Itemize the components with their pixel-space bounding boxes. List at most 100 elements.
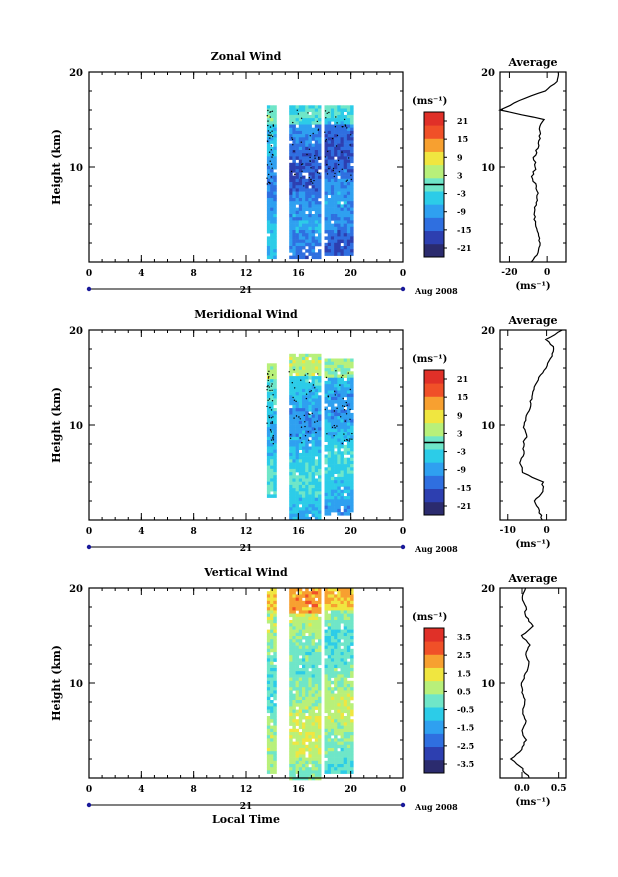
heatmap-cell bbox=[346, 406, 351, 410]
heatmap-cell bbox=[289, 760, 293, 765]
heatmap-cell bbox=[330, 169, 335, 173]
heatmap-cell bbox=[273, 757, 277, 762]
heatmap-cell bbox=[334, 668, 338, 672]
heatmap-cell bbox=[295, 143, 300, 148]
heatmap-cell bbox=[311, 591, 316, 595]
heatmap-cell bbox=[273, 716, 277, 720]
heatmap-cell bbox=[337, 137, 341, 141]
heatmap-cell bbox=[302, 204, 306, 208]
heatmap-cell bbox=[292, 408, 296, 412]
colorbar: (ms⁻¹)3.52.51.50.5-0.5-1.5-2.5-3.5 bbox=[412, 612, 474, 774]
heatmap-cell bbox=[295, 401, 300, 406]
heatmap-cell bbox=[343, 632, 348, 637]
contour-mark bbox=[334, 394, 336, 396]
heatmap-cell bbox=[330, 613, 335, 618]
heatmap-cell bbox=[305, 706, 309, 710]
heatmap-cell bbox=[302, 137, 306, 141]
heatmap-cell bbox=[330, 127, 335, 132]
heatmap-cell bbox=[273, 427, 277, 431]
heatmap-cell bbox=[337, 610, 341, 614]
heatmap-cell bbox=[330, 380, 335, 385]
heatmap-cell bbox=[340, 371, 344, 375]
heatmap-cell bbox=[330, 403, 335, 407]
heatmap-cell bbox=[318, 127, 322, 132]
heatmap-cell bbox=[273, 488, 277, 492]
heatmap-cell bbox=[350, 725, 354, 730]
heatmap-cell bbox=[295, 594, 300, 598]
heatmap-cell bbox=[295, 111, 300, 116]
heatmap-cell bbox=[311, 424, 316, 428]
heatmap-cell bbox=[273, 449, 277, 454]
heatmap-cell bbox=[318, 236, 322, 240]
heatmap-cell bbox=[318, 767, 322, 771]
heatmap-cell bbox=[308, 760, 312, 765]
heatmap-cell bbox=[327, 185, 332, 189]
heatmap-cell bbox=[346, 473, 351, 478]
heatmap-cell bbox=[350, 438, 354, 442]
heatmap-cell bbox=[337, 140, 341, 144]
heatmap-cell bbox=[298, 626, 303, 630]
heatmap-cell bbox=[302, 124, 306, 128]
heatmap-cell bbox=[311, 472, 316, 476]
heatmap-cell bbox=[298, 760, 303, 765]
heatmap-cell bbox=[298, 472, 303, 476]
contour-mark bbox=[345, 180, 347, 182]
heatmap-cell bbox=[327, 457, 332, 462]
heatmap-cell bbox=[298, 588, 303, 592]
heatmap-cell bbox=[350, 473, 354, 478]
heatmap-cell bbox=[266, 709, 271, 714]
heatmap-cell bbox=[273, 172, 277, 176]
heatmap-cell bbox=[324, 419, 328, 423]
heatmap-cell bbox=[340, 390, 344, 394]
heatmap-cell bbox=[327, 121, 332, 125]
x-tick-label: 20 bbox=[344, 269, 357, 279]
heatmap-cell bbox=[318, 217, 322, 221]
heatmap-cell bbox=[292, 616, 296, 621]
heatmap-cell bbox=[289, 687, 293, 691]
heatmap-cell bbox=[302, 607, 306, 611]
heatmap-cell bbox=[295, 700, 300, 704]
heatmap-cell bbox=[298, 395, 303, 399]
heatmap-cell bbox=[330, 419, 335, 423]
heatmap-cell bbox=[289, 121, 293, 125]
heatmap-cell bbox=[305, 757, 309, 762]
heatmap-cell bbox=[318, 639, 322, 643]
heatmap-cell bbox=[334, 438, 338, 442]
heatmap-cell bbox=[266, 674, 271, 678]
heatmap-cell bbox=[298, 156, 303, 160]
heatmap-cell bbox=[302, 182, 306, 186]
contour-mark bbox=[301, 170, 303, 172]
heatmap-cell bbox=[340, 464, 344, 468]
heatmap-cell bbox=[292, 420, 296, 425]
heatmap-cell bbox=[302, 114, 306, 119]
heatmap-cell bbox=[308, 507, 312, 511]
heatmap-cell bbox=[292, 462, 296, 466]
heatmap-cell bbox=[273, 137, 277, 141]
heatmap-cell bbox=[295, 156, 300, 160]
contour-mark bbox=[309, 160, 311, 162]
heatmap-cell bbox=[266, 150, 271, 154]
heatmap-cell bbox=[289, 507, 293, 511]
heatmap-cell bbox=[330, 719, 335, 723]
heatmap-cell bbox=[270, 204, 274, 208]
heatmap-cell bbox=[346, 252, 351, 256]
heatmap-cell bbox=[337, 435, 341, 439]
heatmap-cell bbox=[308, 732, 312, 736]
heatmap-cell bbox=[308, 690, 312, 694]
heatmap-cell bbox=[298, 636, 303, 640]
heatmap-cell bbox=[343, 134, 348, 138]
heatmap-cell bbox=[343, 645, 348, 650]
heatmap-cell bbox=[340, 252, 344, 256]
heatmap-cell bbox=[289, 607, 293, 611]
colorbar-tick-label: -3 bbox=[457, 189, 466, 199]
heatmap-cell bbox=[273, 623, 277, 627]
heatmap-cell bbox=[289, 693, 293, 698]
heatmap-cell bbox=[295, 249, 300, 253]
heatmap-cell bbox=[318, 134, 322, 138]
heatmap-cell bbox=[292, 613, 296, 618]
heatmap-cell bbox=[314, 220, 319, 224]
heatmap-cell bbox=[302, 616, 306, 621]
heatmap-cell bbox=[298, 252, 303, 256]
heatmap-cell bbox=[340, 687, 344, 691]
heatmap-cell bbox=[318, 353, 322, 358]
